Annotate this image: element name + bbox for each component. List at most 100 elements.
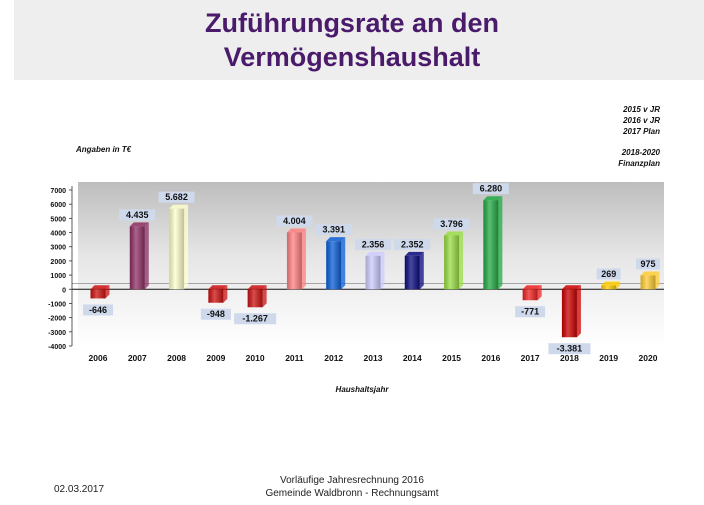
bar-top — [522, 285, 542, 290]
x-tick-label: 2019 — [599, 353, 618, 363]
data-label: 3.391 — [322, 225, 345, 235]
bar-shading — [522, 289, 538, 301]
data-label: -646 — [89, 305, 107, 315]
x-tick-label: 2009 — [206, 353, 225, 363]
y-tick-label: 4000 — [50, 231, 66, 238]
x-tick-label: 2007 — [128, 353, 147, 363]
bar-top — [247, 285, 267, 290]
data-label: -948 — [207, 309, 225, 319]
data-label-box — [515, 306, 546, 318]
data-label-box — [548, 343, 591, 355]
bar-top — [365, 251, 385, 256]
x-tick-label: 2006 — [89, 353, 108, 363]
bar-side — [459, 231, 464, 290]
bar-shading — [129, 226, 145, 290]
footer-date: 02.03.2017 — [54, 484, 105, 495]
bar-side — [537, 285, 542, 301]
bar-shading — [365, 255, 381, 290]
bar-top — [483, 196, 503, 201]
x-tick-label: 2018 — [560, 353, 579, 363]
footer-line-1: Vorläufige Jahresrechnung 2016 — [280, 475, 424, 486]
data-label: 2.356 — [362, 239, 385, 249]
y-tick-label: 1000 — [50, 273, 66, 280]
bar-side — [498, 196, 503, 290]
data-label-box — [472, 183, 509, 195]
plan-note-line-2: 2016 v JR — [623, 116, 660, 125]
data-label: 4.435 — [126, 210, 149, 220]
bar-top — [326, 237, 346, 242]
plan-note: 2015 v JR 2016 v JR 2017 Plan 2018-2020 … — [618, 104, 660, 169]
bar-top — [640, 271, 660, 276]
data-label-box — [276, 215, 313, 227]
data-label: 4.004 — [283, 216, 306, 226]
footer-info: Vorläufige Jahresrechnung 2016 Gemeinde … — [0, 474, 704, 500]
bar-side — [341, 237, 346, 290]
y-tick-label: -3000 — [48, 330, 66, 337]
x-tick-label: 2013 — [364, 353, 383, 363]
x-tick-label: 2017 — [521, 353, 540, 363]
bar-shading — [483, 200, 499, 290]
x-tick-label: 2010 — [246, 353, 265, 363]
bar-top — [601, 281, 621, 286]
bar-side — [616, 281, 621, 290]
bar-side — [223, 285, 228, 303]
bar-top — [208, 285, 228, 290]
data-label: -771 — [521, 307, 539, 317]
data-label: -1.267 — [242, 314, 268, 324]
data-label-box — [83, 304, 113, 316]
footer-line-2: Gemeinde Waldbronn - Rechnungsamt — [265, 488, 439, 499]
title-line-1: Zuführungsrate an den — [204, 8, 499, 38]
bar-shading — [601, 285, 617, 290]
data-label: 5.682 — [165, 192, 188, 202]
bar-shading — [561, 289, 577, 338]
plan-note-line-4: 2018-2020 — [621, 148, 660, 157]
data-label: 975 — [640, 259, 655, 269]
bar-side — [655, 271, 660, 290]
data-label-box — [596, 268, 621, 280]
bar-shading — [326, 241, 342, 290]
bar-shading — [404, 255, 420, 290]
page-title: Zuführungsrate an den Vermögenshaushalt — [0, 6, 704, 74]
data-label-box — [636, 258, 660, 270]
bar-side — [301, 228, 306, 290]
y-tick-label: -2000 — [48, 316, 66, 323]
plan-note-line-1: 2015 v JR — [623, 105, 660, 114]
x-tick-label: 2008 — [167, 353, 186, 363]
y-tick-label: 3000 — [50, 245, 66, 252]
bar-shading — [247, 289, 263, 308]
bar-shading — [640, 275, 656, 290]
bar-top — [444, 231, 464, 236]
data-label-box — [158, 191, 195, 203]
data-label-box — [394, 238, 431, 250]
bar-top — [169, 204, 189, 209]
bar-side — [105, 285, 110, 299]
data-label: -3.381 — [557, 344, 583, 354]
bar-top — [404, 251, 424, 256]
bar-side — [144, 222, 149, 290]
bar-side — [380, 251, 385, 290]
data-label-box — [355, 238, 391, 250]
plan-note-line-3: 2017 Plan — [623, 127, 660, 136]
y-tick-label: 6000 — [50, 202, 66, 209]
units-note: Angaben in T€ — [76, 145, 132, 154]
bar-top — [129, 222, 149, 227]
bar-side — [576, 285, 581, 338]
data-label-box — [234, 313, 277, 325]
bar-side — [184, 204, 189, 290]
data-label: 6.280 — [480, 184, 503, 194]
x-tick-label: 2020 — [639, 353, 658, 363]
data-label-box — [200, 308, 231, 320]
bar-side — [419, 251, 424, 290]
y-tick-label: -1000 — [48, 301, 66, 308]
bar-top — [90, 285, 110, 290]
bar-shading — [90, 289, 106, 299]
y-tick-label: 5000 — [50, 216, 66, 223]
x-axis-title: Haushaltsjahr — [336, 385, 390, 394]
x-tick-label: 2015 — [442, 353, 461, 363]
x-tick-label: 2012 — [324, 353, 343, 363]
data-label-box — [433, 218, 470, 230]
x-tick-label: 2016 — [481, 353, 500, 363]
data-label-box — [119, 209, 156, 221]
title-line-2: Vermögenshaushalt — [223, 42, 481, 72]
